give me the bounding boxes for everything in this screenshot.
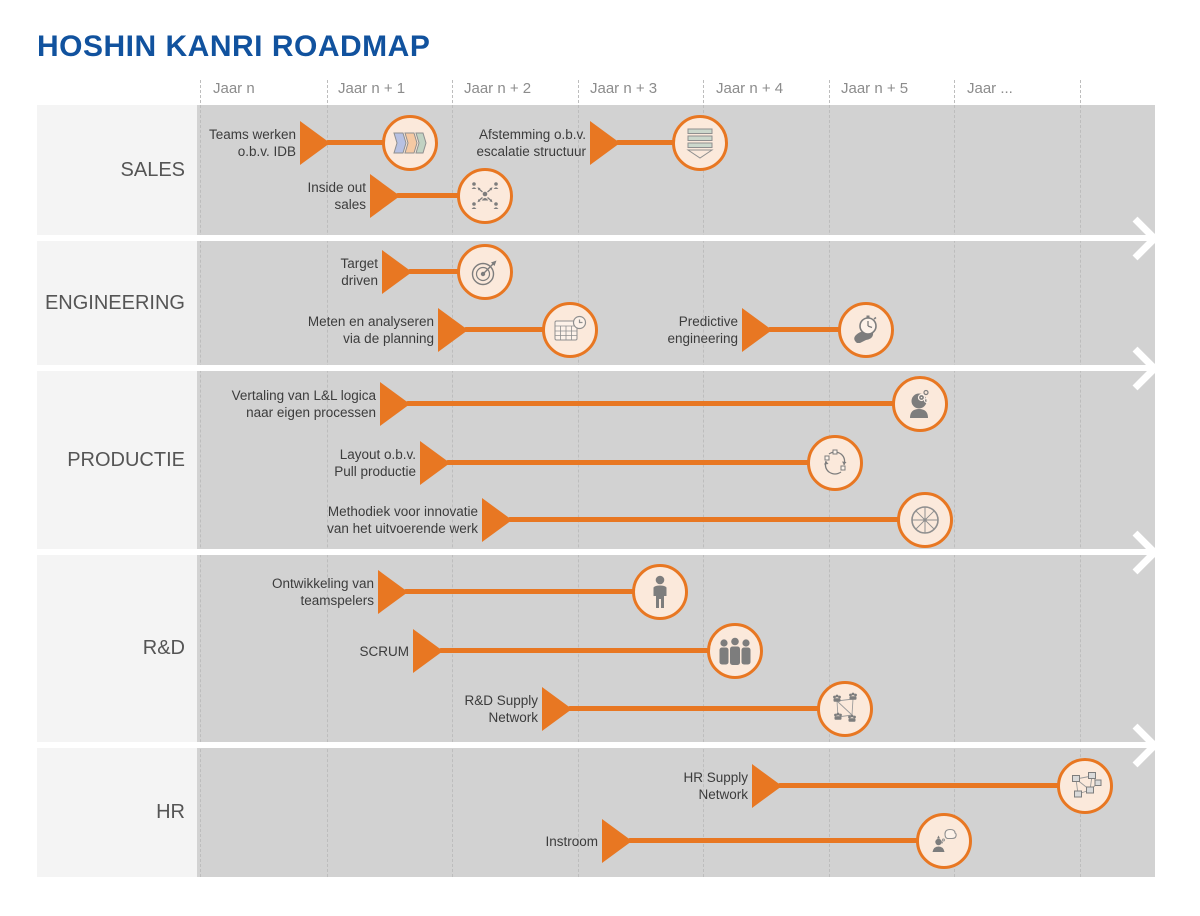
- milestone-circle: [672, 115, 728, 171]
- lane-separator-arrow: [37, 742, 1140, 748]
- milestone-label: R&D Supply Network: [464, 693, 538, 726]
- milestone-circle: [632, 564, 688, 620]
- milestone-line: [616, 140, 700, 145]
- milestone-line: [446, 460, 835, 465]
- milestone-circle: [817, 681, 873, 737]
- milestone-label: Teams werken o.b.v. IDB: [208, 127, 296, 160]
- milestone-line: [568, 706, 845, 711]
- grid-line: [578, 80, 579, 877]
- milestone-arrow: [590, 121, 620, 165]
- grid-line: [452, 80, 453, 877]
- milestone-circle: [897, 492, 953, 548]
- milestone-label: Instroom: [545, 834, 598, 849]
- grid-line: [327, 80, 328, 877]
- stopwatch-hand-icon: [854, 315, 877, 343]
- lane-label-engineering: ENGINEERING: [37, 241, 197, 365]
- building-network-icon: [1072, 772, 1102, 798]
- page-title: HOSHIN KANRI ROADMAP: [37, 30, 431, 63]
- head-gears-icon: [910, 389, 930, 418]
- grid-line: [954, 80, 955, 877]
- milestone-arrow: [742, 308, 772, 352]
- milestone-line: [768, 327, 866, 332]
- milestone-circle: [382, 115, 438, 171]
- grid-line: [703, 80, 704, 877]
- lane-engineering: [197, 241, 1155, 365]
- milestone-circle: [807, 435, 863, 491]
- lane-label-sales: SALES: [37, 105, 197, 235]
- target-icon: [471, 260, 497, 286]
- milestone-arrow: [300, 121, 330, 165]
- milestone-line: [404, 589, 660, 594]
- team-icon: [719, 637, 751, 665]
- milestone-circle: [457, 168, 513, 224]
- milestone-line: [396, 193, 485, 198]
- milestone-label: Vertaling van L&L logica naar eigen proc…: [231, 388, 376, 421]
- milestone-label: HR Supply Network: [683, 770, 748, 803]
- timeline-column-label: Jaar n + 3: [590, 80, 658, 97]
- milestone-arrow: [602, 819, 632, 863]
- timeline-column-label: Jaar n + 2: [464, 80, 532, 97]
- milestone-line: [778, 783, 1085, 788]
- milestone-label: Target driven: [340, 256, 378, 289]
- milestone-label: Predictive engineering: [667, 314, 738, 347]
- milestone-circle: [1057, 758, 1113, 814]
- milestone-arrow: [370, 174, 400, 218]
- lane-label-rd: R&D: [37, 555, 197, 742]
- milestone-arrow: [542, 687, 572, 731]
- milestone-line: [628, 838, 944, 843]
- spoked-wheel-icon: [911, 506, 939, 534]
- milestone-line: [508, 517, 925, 522]
- milestone-line: [406, 401, 920, 406]
- milestone-label: Layout o.b.v. Pull productie: [334, 447, 416, 480]
- milestone-circle: [892, 376, 948, 432]
- milestone-label: Afstemming o.b.v. escalatie structuur: [476, 127, 586, 160]
- process-flow-icon: [393, 132, 427, 154]
- timeline-column-label: Jaar n + 1: [338, 80, 406, 97]
- milestone-arrow: [420, 441, 450, 485]
- lane-separator-arrow: [37, 365, 1140, 371]
- milestone-arrow: [413, 629, 443, 673]
- milestone-label: Methodiek voor innovatie van het uitvoer…: [327, 504, 478, 537]
- milestone-line: [464, 327, 570, 332]
- timeline-column-label: Jaar n: [213, 80, 255, 97]
- milestone-arrow: [380, 382, 410, 426]
- person-icon: [653, 575, 667, 608]
- milestone-line: [408, 269, 485, 274]
- timeline-column-label: Jaar n + 4: [716, 80, 784, 97]
- lane-separator-arrow: [37, 549, 1140, 555]
- milestone-arrow: [482, 498, 512, 542]
- grid-line: [1080, 80, 1081, 877]
- milestone-label: Meten en analyseren via de planning: [307, 314, 434, 347]
- milestone-circle: [542, 302, 598, 358]
- lane-sales: [197, 105, 1155, 235]
- milestone-label: Inside out sales: [307, 180, 366, 213]
- lane-label-productie: PRODUCTIE: [37, 371, 197, 549]
- grid-line: [200, 80, 201, 877]
- milestone-line: [326, 140, 410, 145]
- outward-people-icon: [471, 182, 499, 209]
- milestone-circle: [838, 302, 894, 358]
- milestone-label: SCRUM: [359, 644, 410, 659]
- timeline-column-label: Jaar ...: [967, 80, 1013, 97]
- timeline-column-label: Jaar n + 5: [841, 80, 909, 97]
- milestone-arrow: [752, 764, 782, 808]
- cycle-arrows-icon: [824, 449, 847, 475]
- lane-hr: [197, 748, 1155, 877]
- person-speech-icon: [932, 828, 957, 852]
- milestone-arrow: [438, 308, 468, 352]
- milestone-arrow: [382, 250, 412, 294]
- funnel-icon: [686, 128, 714, 159]
- milestone-circle: [707, 623, 763, 679]
- calendar-clock-icon: [554, 315, 587, 341]
- milestone-circle: [457, 244, 513, 300]
- lane-label-hr: HR: [37, 748, 197, 877]
- milestone-line: [439, 648, 735, 653]
- lane-separator-arrow: [37, 235, 1140, 241]
- milestone-circle: [916, 813, 972, 869]
- people-network-icon: [833, 692, 857, 722]
- milestone-arrow: [378, 570, 408, 614]
- milestone-label: Ontwikkeling van teamspelers: [271, 576, 374, 609]
